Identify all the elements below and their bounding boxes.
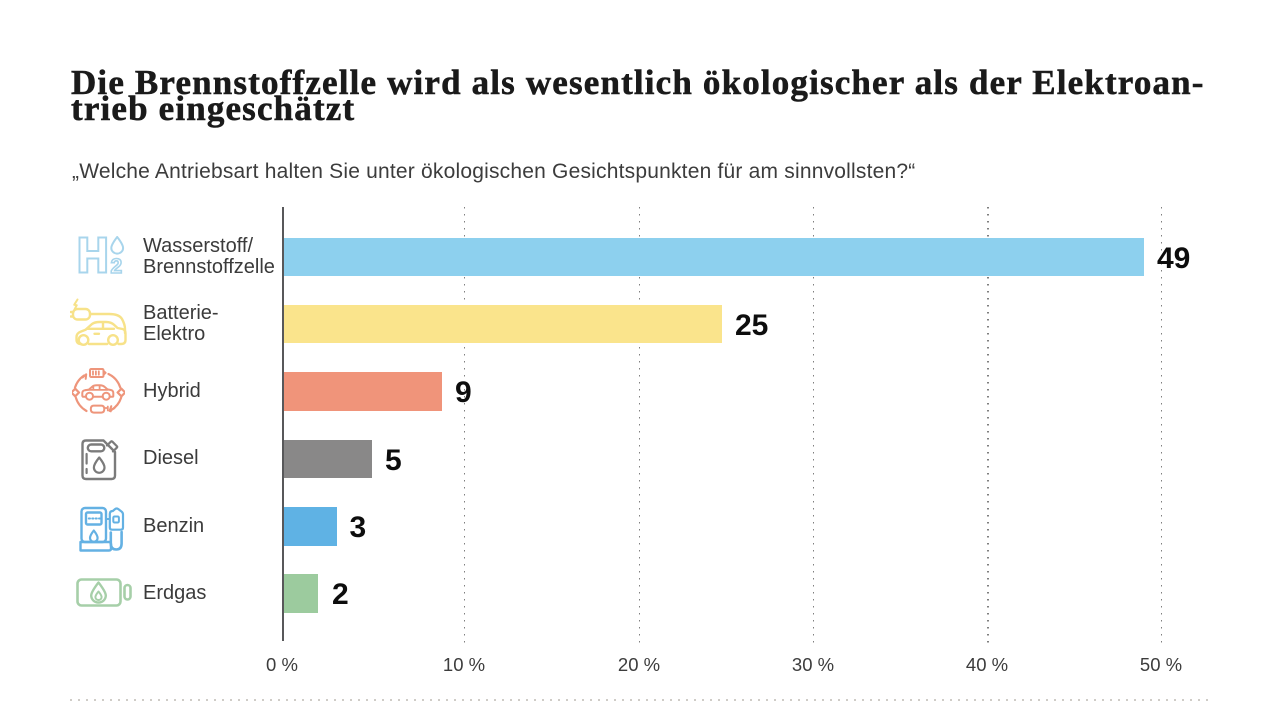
svg-text:2: 2	[111, 255, 123, 275]
